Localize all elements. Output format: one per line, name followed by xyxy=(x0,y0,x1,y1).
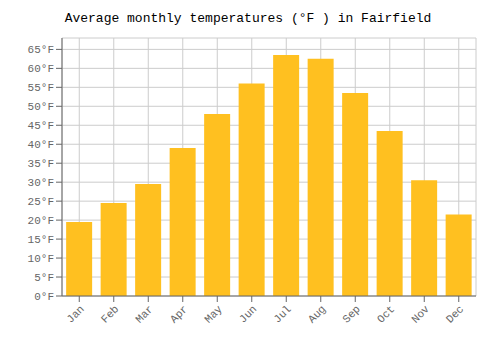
svg-text:10°F: 10°F xyxy=(28,253,54,265)
svg-text:Aug: Aug xyxy=(306,303,328,325)
svg-text:15°F: 15°F xyxy=(28,234,54,246)
svg-text:35°F: 35°F xyxy=(28,158,54,170)
html-text:Average monthly temperatures (: Average monthly temperatures (°F ) in Fa… xyxy=(64,11,432,26)
svg-text:Apr: Apr xyxy=(168,303,190,325)
svg-text:65°F: 65°F xyxy=(28,44,54,56)
svg-text:Jul: Jul xyxy=(271,303,293,325)
svg-text:40°F: 40°F xyxy=(28,139,54,151)
svg-text:Feb: Feb xyxy=(99,303,121,325)
svg-text:20°F: 20°F xyxy=(28,215,54,227)
svg-text:Jun: Jun xyxy=(237,303,259,325)
svg-text:May: May xyxy=(202,303,225,326)
svg-text:5°F: 5°F xyxy=(34,272,54,284)
svg-text:45°F: 45°F xyxy=(28,120,54,132)
svg-text:25°F: 25°F xyxy=(28,196,54,208)
svg-text:Nov: Nov xyxy=(409,303,432,326)
svg-text:Oct: Oct xyxy=(375,303,397,325)
svg-text:Jan: Jan xyxy=(64,303,86,325)
svg-text:Sep: Sep xyxy=(340,303,362,325)
svg-text:50°F: 50°F xyxy=(28,101,54,113)
svg-text:0°F: 0°F xyxy=(34,291,54,303)
svg-text:60°F: 60°F xyxy=(28,63,54,75)
svg-text:30°F: 30°F xyxy=(28,177,54,189)
svg-text:Dec: Dec xyxy=(444,303,466,325)
svg-text:Mar: Mar xyxy=(133,303,155,325)
svg-text:55°F: 55°F xyxy=(28,82,54,94)
